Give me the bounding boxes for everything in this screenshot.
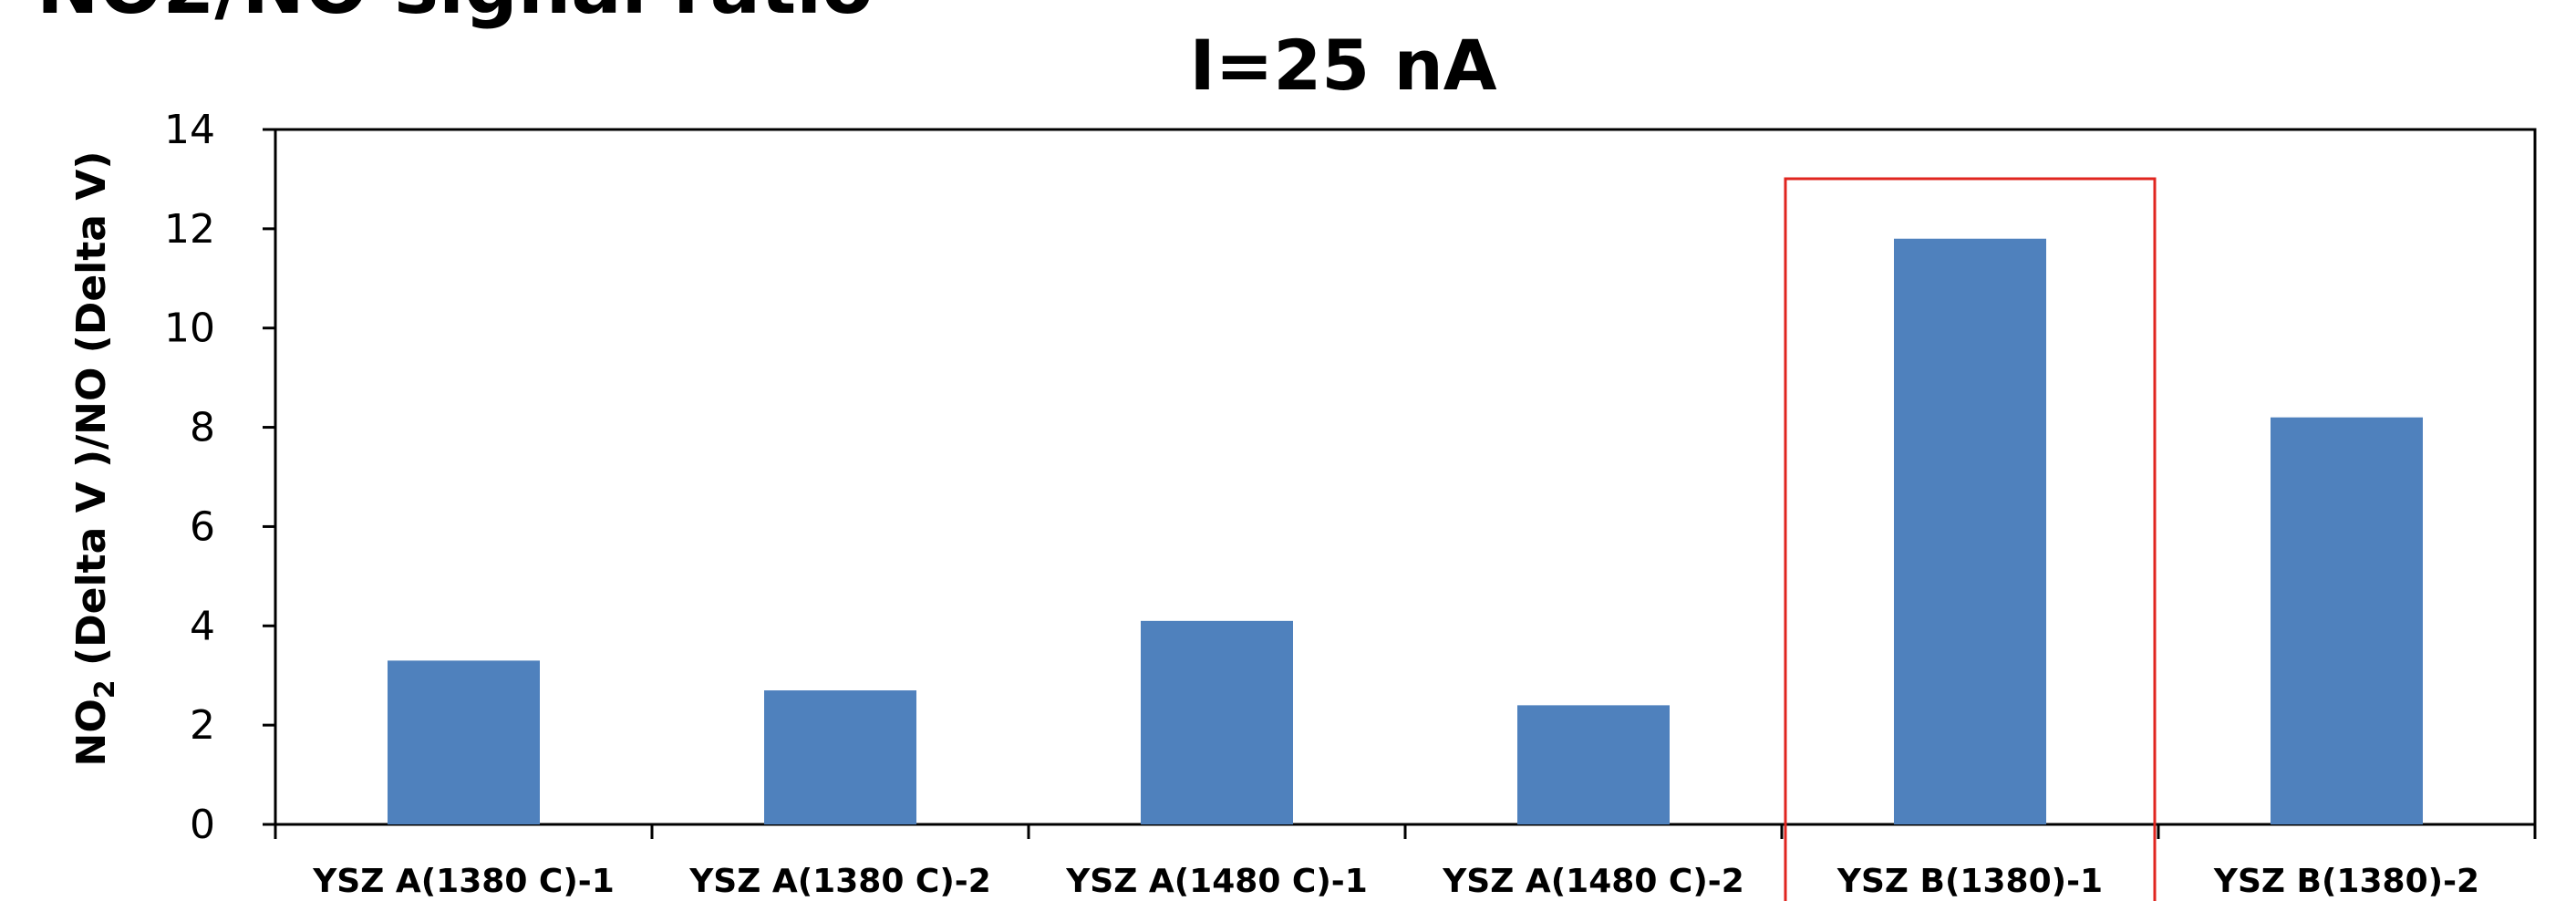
bar (1141, 620, 1293, 824)
page-heading: NO2/NO signal ratio (36, 0, 874, 31)
y-tick-label: 0 (190, 802, 215, 848)
y-tick-label: 10 (164, 306, 215, 352)
highlight-layer (1784, 177, 2157, 901)
y-axis: 0 2 4 6 8 10 12 14 (164, 107, 275, 848)
x-tick-label: YSZ A(1380 C)-1 (312, 863, 615, 900)
highlight-box (1784, 177, 2157, 901)
x-tick-label: YSZ A(1480 C)-2 (1442, 863, 1744, 900)
bar (1517, 705, 1670, 824)
chart-title: I=25 nA (1189, 25, 1496, 106)
plot-area (274, 128, 2537, 826)
bar (388, 660, 540, 824)
x-axis: YSZ A(1380 C)-1 YSZ A(1380 C)-2 YSZ A(1480… (274, 824, 2537, 900)
y-tick-label: 4 (190, 603, 215, 649)
y-tick-label: 6 (190, 503, 215, 550)
x-tick-label: YSZ B(1380)-1 (1836, 863, 2103, 900)
y-tick-label: 2 (190, 702, 215, 749)
bar (2271, 417, 2423, 824)
x-tick-label: YSZ B(1380)-2 (2213, 863, 2479, 900)
y-tick-label: 12 (164, 206, 215, 253)
x-tick-label: YSZ A(1380 C)-2 (688, 863, 991, 900)
y-tick-label: 8 (190, 405, 215, 451)
bar-series (388, 238, 2423, 824)
x-tick-label: YSZ A(1480 C)-1 (1065, 863, 1368, 900)
bar (1894, 238, 2046, 824)
y-tick-label: 14 (164, 107, 215, 153)
y-axis-label: NO2 (Delta V )/NO (Delta V) (68, 151, 121, 767)
plot-frame (274, 128, 2537, 826)
bar (764, 690, 916, 824)
